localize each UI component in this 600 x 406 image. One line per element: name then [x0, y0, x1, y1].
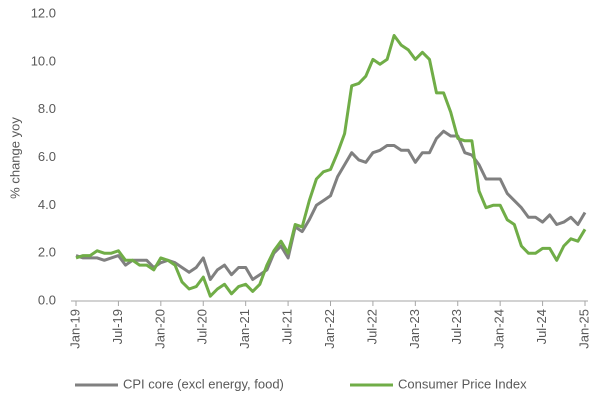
y-tick-label: 10.0: [31, 53, 56, 68]
x-tick-label: Jan-19: [67, 309, 82, 349]
x-tick-label: Jan-24: [492, 309, 507, 349]
legend-label: CPI core (excl energy, food): [123, 376, 284, 391]
y-tick-label: 12.0: [31, 5, 56, 20]
series-line: [75, 34, 587, 298]
y-tick-label: 8.0: [38, 101, 56, 116]
y-tick-label: 6.0: [38, 149, 56, 164]
x-tick-label: Jan-25: [576, 309, 591, 349]
x-tick-label: Jan-20: [152, 309, 167, 349]
x-tick-label: Jul-23: [449, 309, 464, 344]
y-tick-label: 4.0: [38, 197, 56, 212]
x-tick-label: Jul-21: [280, 309, 295, 344]
x-tick-label: Jul-19: [110, 309, 125, 344]
x-tick-label: Jan-22: [322, 309, 337, 349]
y-axis-label: % change yoy: [7, 117, 22, 199]
x-tick-label: Jan-21: [237, 309, 252, 349]
x-tick-label: Jul-20: [195, 309, 210, 344]
y-tick-label: 2.0: [38, 245, 56, 260]
legend-label: Consumer Price Index: [398, 376, 527, 391]
x-tick-label: Jul-22: [364, 309, 379, 344]
x-tick-label: Jul-24: [534, 309, 549, 344]
x-tick-label: Jan-23: [407, 309, 422, 349]
series-line: [75, 129, 587, 281]
y-tick-label: 0.0: [38, 292, 56, 307]
